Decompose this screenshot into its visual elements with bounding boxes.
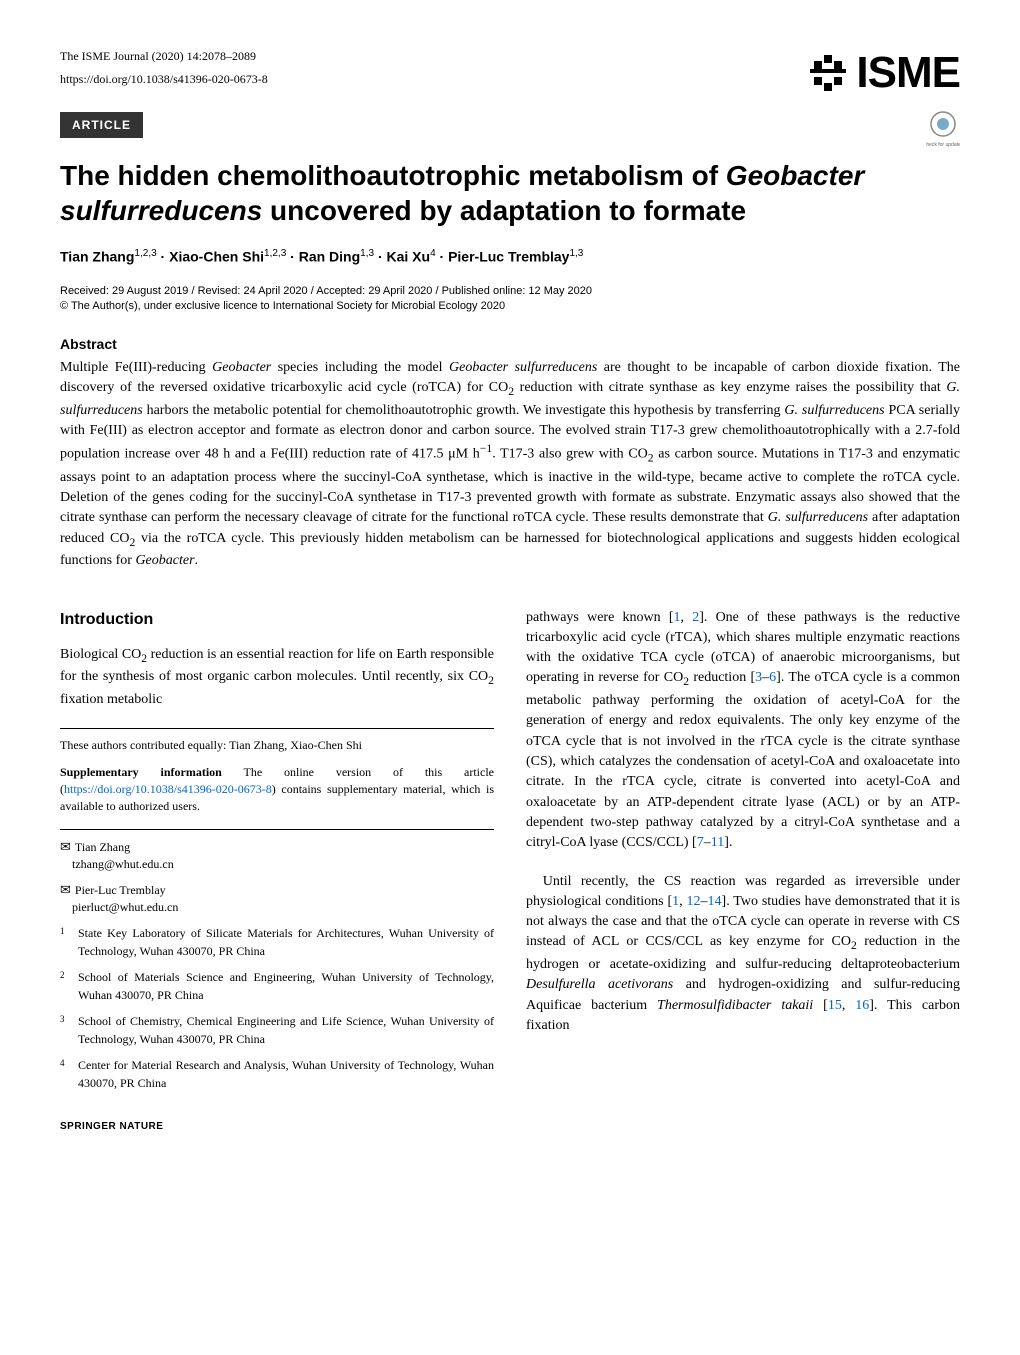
doi-link[interactable]: https://doi.org/10.1038/s41396-020-0673-…	[60, 71, 268, 88]
contribution-note: These authors contributed equally: Tian …	[60, 737, 494, 754]
ref-link[interactable]: 12	[687, 894, 701, 909]
isme-logo: ISME	[806, 48, 960, 98]
header-row: The ISME Journal (2020) 14:2078–2089 htt…	[60, 48, 960, 98]
ref-link[interactable]: 11	[711, 835, 724, 850]
introduction-heading: Introduction	[60, 608, 494, 631]
abstract-heading: Abstract	[60, 336, 960, 352]
ref-link[interactable]: 14	[708, 894, 722, 909]
svg-text:Check for updates: Check for updates	[926, 142, 960, 148]
left-column: Introduction Biological CO2 reduction is…	[60, 608, 494, 1135]
divider	[60, 829, 494, 830]
corresponding-author: ✉Tian Zhang tzhang@whut.edu.cn	[60, 838, 494, 873]
mail-icon: ✉	[60, 882, 71, 897]
corresponding-author: ✉Pier-Luc Tremblay pierluct@whut.edu.cn	[60, 881, 494, 916]
affiliation-item: 3 School of Chemistry, Chemical Engineer…	[60, 1012, 494, 1048]
logo-text: ISME	[856, 48, 960, 98]
affiliations-list: 1 State Key Laboratory of Silicate Mater…	[60, 924, 494, 1092]
ref-link[interactable]: 16	[855, 998, 869, 1013]
supp-info-link[interactable]: https://doi.org/10.1038/s41396-020-0673-…	[64, 782, 272, 796]
ref-link[interactable]: 7	[697, 835, 704, 850]
abstract-text: Multiple Fe(III)-reducing Geobacter spec…	[60, 358, 960, 572]
corr-email[interactable]: tzhang@whut.edu.cn	[72, 857, 174, 871]
authors-line: Tian Zhang1,2,3 · Xiao-Chen Shi1,2,3 · R…	[60, 248, 960, 265]
corr-email[interactable]: pierluct@whut.edu.cn	[72, 900, 178, 914]
divider	[60, 728, 494, 729]
ref-link[interactable]: 6	[769, 670, 776, 685]
affiliation-item: 4 Center for Material Research and Analy…	[60, 1056, 494, 1092]
article-title: The hidden chemolithoautotrophic metabol…	[60, 158, 960, 228]
globe-icon	[806, 51, 850, 95]
right-column: pathways were known [1, 2]. One of these…	[526, 608, 960, 1135]
check-updates-button[interactable]: Check for updates	[926, 110, 960, 155]
mail-icon: ✉	[60, 839, 71, 854]
publisher-mark: SPRINGER NATURE	[60, 1120, 494, 1135]
journal-meta: The ISME Journal (2020) 14:2078–2089 htt…	[60, 48, 268, 94]
affiliation-item: 2 School of Materials Science and Engine…	[60, 968, 494, 1004]
journal-issue: The ISME Journal (2020) 14:2078–2089	[60, 48, 268, 65]
article-type-badge: ARTICLE	[60, 112, 143, 138]
supplementary-info: Supplementary information The online ver…	[60, 764, 494, 814]
copyright-line: © The Author(s), under exclusive licence…	[60, 300, 960, 312]
ref-link[interactable]: 15	[828, 998, 842, 1013]
publication-dates: Received: 29 August 2019 / Revised: 24 A…	[60, 285, 960, 297]
ref-link[interactable]: 2	[692, 610, 699, 625]
body-columns: Introduction Biological CO2 reduction is…	[60, 608, 960, 1135]
intro-right-para2: Until recently, the CS reaction was rega…	[526, 872, 960, 1037]
affiliation-item: 1 State Key Laboratory of Silicate Mater…	[60, 924, 494, 960]
intro-left-para: Biological CO2 reduction is an essential…	[60, 645, 494, 711]
supp-info-label: Supplementary information	[60, 765, 222, 779]
intro-right-para1: pathways were known [1, 2]. One of these…	[526, 608, 960, 854]
